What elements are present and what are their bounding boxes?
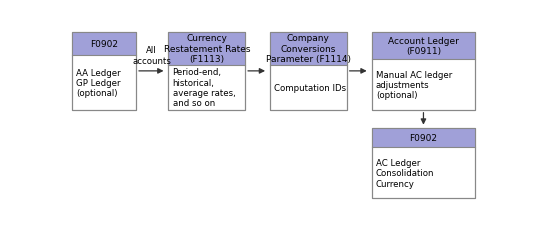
Bar: [72, 33, 136, 110]
Bar: [72, 33, 136, 110]
Bar: [372, 33, 475, 110]
Bar: [270, 33, 347, 110]
Text: AA Ledger
GP Ledger
(optional): AA Ledger GP Ledger (optional): [76, 68, 120, 98]
Text: F0902: F0902: [409, 133, 438, 142]
Text: Company
Conversions
Parameter (F1114): Company Conversions Parameter (F1114): [266, 34, 351, 64]
Text: Manual AC ledger
adjustments
(optional): Manual AC ledger adjustments (optional): [376, 70, 452, 100]
Bar: [372, 128, 475, 199]
Bar: [372, 128, 475, 199]
Bar: [72, 33, 136, 56]
Text: Period-end,
historical,
average rates,
and so on: Period-end, historical, average rates, a…: [173, 68, 235, 108]
Text: AC Ledger
Consolidation
Currency: AC Ledger Consolidation Currency: [376, 158, 434, 188]
Bar: [372, 128, 475, 148]
Bar: [270, 33, 347, 65]
Bar: [372, 33, 475, 60]
Text: F0902: F0902: [90, 40, 118, 49]
Bar: [169, 33, 245, 65]
Bar: [169, 33, 245, 110]
Bar: [372, 33, 475, 110]
Text: Currency
Restatement Rates
(F1113): Currency Restatement Rates (F1113): [164, 34, 250, 64]
Text: Account Ledger
(F0911): Account Ledger (F0911): [388, 37, 459, 56]
Text: Computation IDs: Computation IDs: [274, 83, 346, 92]
Text: All
accounts: All accounts: [132, 46, 171, 65]
Bar: [169, 33, 245, 110]
Bar: [270, 33, 347, 110]
